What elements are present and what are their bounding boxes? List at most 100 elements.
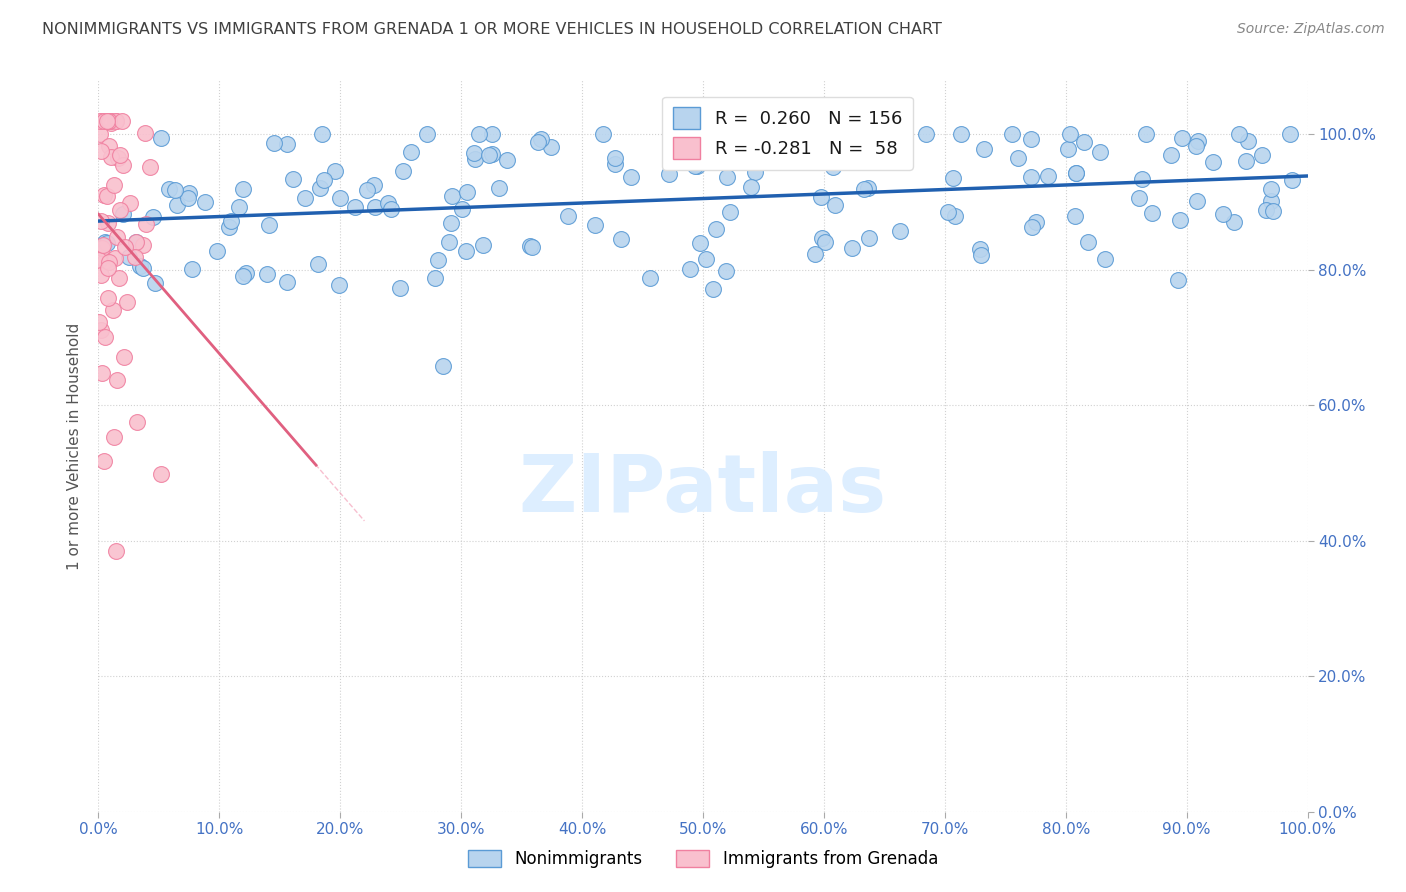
Point — [165, 182, 187, 196]
Point — [1260, 182, 1282, 196]
Point — [1064, 166, 1087, 180]
Point — [1021, 220, 1043, 235]
Point — [425, 270, 447, 285]
Point — [527, 135, 550, 149]
Point — [704, 222, 727, 236]
Point — [98, 114, 121, 128]
Point — [177, 186, 200, 201]
Point — [702, 282, 724, 296]
Point — [1059, 128, 1081, 142]
Point — [257, 218, 280, 232]
Point — [1135, 128, 1157, 142]
Point — [377, 195, 399, 210]
Point — [194, 195, 217, 210]
Point — [124, 251, 146, 265]
Point — [89, 315, 111, 329]
Point — [686, 159, 709, 173]
Point — [132, 261, 155, 276]
Point — [1223, 215, 1246, 229]
Point — [118, 196, 141, 211]
Y-axis label: 1 or more Vehicles in Household: 1 or more Vehicles in Household — [67, 322, 83, 570]
Point — [108, 148, 131, 162]
Point — [221, 213, 243, 227]
Point — [118, 250, 141, 264]
Point — [720, 205, 742, 219]
Point — [583, 218, 606, 232]
Point — [603, 152, 626, 166]
Point — [107, 151, 129, 165]
Point — [97, 216, 120, 230]
Point — [105, 544, 128, 558]
Point — [478, 148, 501, 162]
Point — [111, 158, 134, 172]
Point — [1263, 204, 1285, 219]
Point — [149, 130, 172, 145]
Point — [96, 189, 118, 203]
Point — [105, 114, 128, 128]
Point — [814, 235, 837, 249]
Point — [1007, 151, 1029, 165]
Point — [889, 224, 911, 238]
Point — [695, 252, 717, 266]
Point — [1036, 169, 1059, 183]
Legend: R =  0.260   N = 156, R = -0.281   N =  58: R = 0.260 N = 156, R = -0.281 N = 58 — [662, 96, 912, 169]
Point — [495, 153, 517, 167]
Point — [1260, 194, 1282, 209]
Point — [309, 181, 332, 195]
Point — [90, 268, 112, 283]
Point — [1167, 272, 1189, 286]
Point — [312, 173, 335, 187]
Point — [364, 200, 387, 214]
Point — [98, 114, 121, 128]
Point — [107, 270, 129, 285]
Point — [949, 128, 972, 142]
Text: Source: ZipAtlas.com: Source: ZipAtlas.com — [1237, 22, 1385, 37]
Point — [89, 127, 111, 141]
Point — [914, 128, 936, 142]
Point — [557, 209, 579, 223]
Point — [307, 257, 329, 271]
Point — [592, 128, 614, 142]
Point — [276, 275, 298, 289]
Point — [1234, 153, 1257, 168]
Point — [451, 202, 474, 217]
Point — [437, 235, 460, 249]
Point — [112, 207, 135, 221]
Point — [1019, 132, 1042, 146]
Point — [1064, 165, 1087, 179]
Point — [803, 247, 825, 261]
Point — [1025, 215, 1047, 229]
Point — [93, 254, 115, 268]
Point — [1019, 170, 1042, 185]
Point — [228, 200, 250, 214]
Point — [620, 170, 643, 185]
Point — [1001, 128, 1024, 142]
Point — [263, 136, 285, 150]
Point — [440, 188, 463, 202]
Point — [689, 236, 711, 251]
Point — [821, 161, 844, 175]
Point — [388, 281, 411, 295]
Point — [87, 253, 110, 268]
Text: NONIMMIGRANTS VS IMMIGRANTS FROM GRENADA 1 OR MORE VEHICLES IN HOUSEHOLD CORRELA: NONIMMIGRANTS VS IMMIGRANTS FROM GRENADA… — [42, 22, 942, 37]
Point — [810, 190, 832, 204]
Point — [125, 416, 148, 430]
Point — [90, 114, 112, 128]
Point — [90, 144, 112, 158]
Point — [827, 145, 849, 160]
Point — [205, 244, 228, 258]
Point — [105, 230, 128, 244]
Point — [481, 146, 503, 161]
Point — [97, 255, 120, 269]
Point — [1076, 235, 1098, 250]
Point — [856, 180, 879, 194]
Point — [943, 209, 966, 223]
Text: ZIPatlas: ZIPatlas — [519, 450, 887, 529]
Point — [90, 366, 112, 380]
Point — [89, 114, 111, 128]
Point — [129, 259, 152, 273]
Point — [134, 127, 156, 141]
Point — [112, 351, 135, 365]
Point — [1063, 210, 1085, 224]
Point — [1187, 134, 1209, 148]
